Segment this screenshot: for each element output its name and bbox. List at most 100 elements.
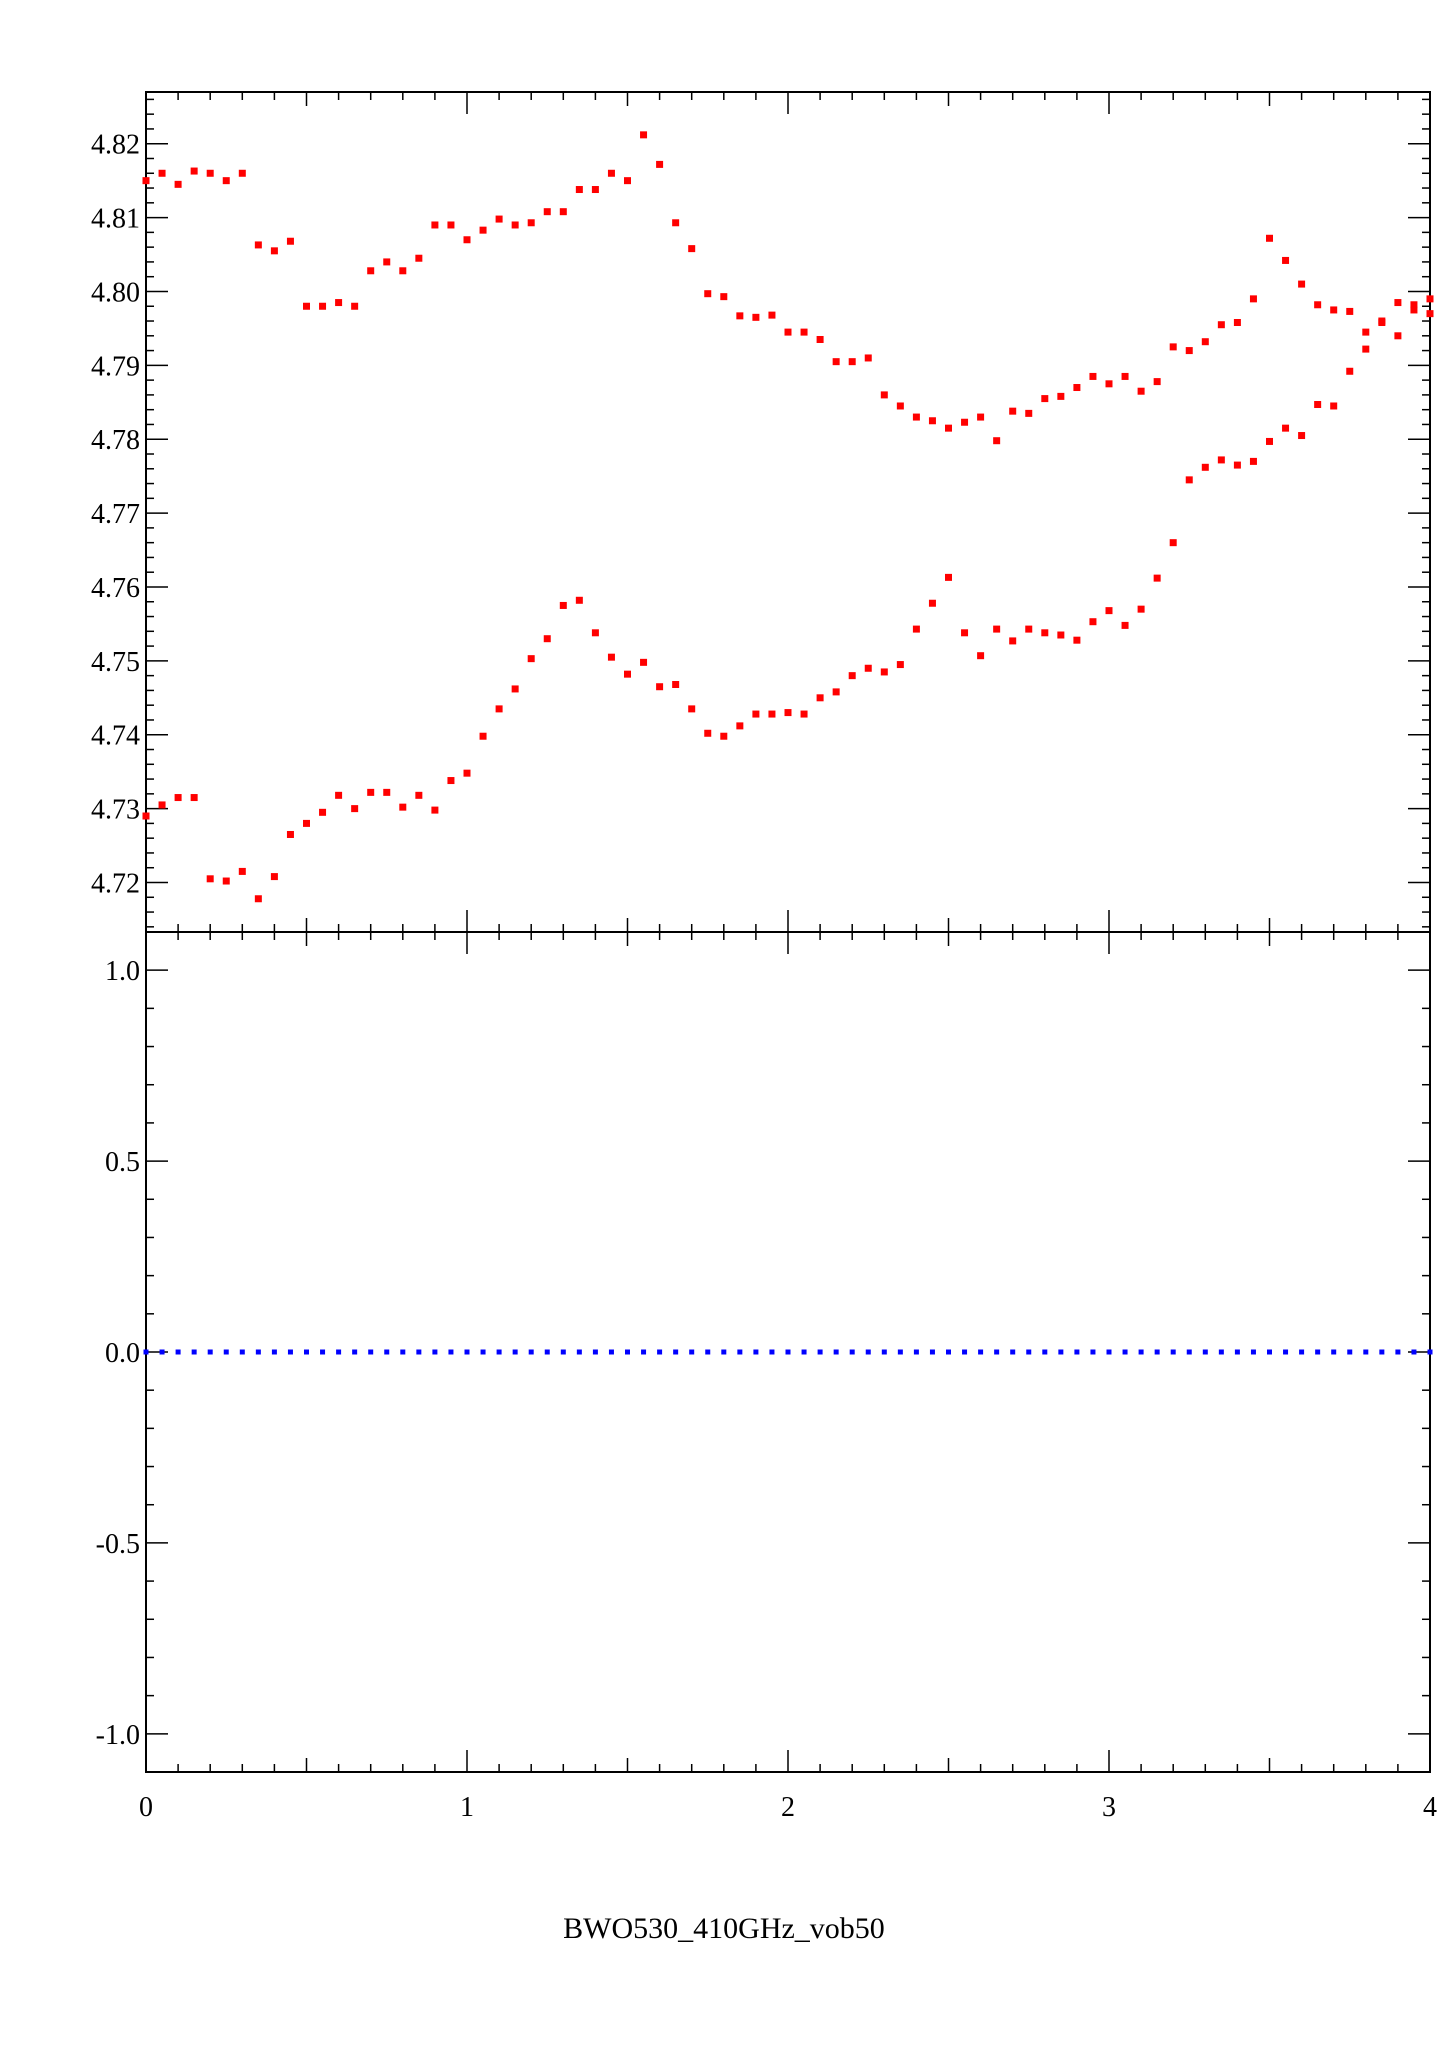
top-series-2-point [1249,457,1257,465]
top-series-1-point [1185,347,1193,355]
bottom-series-1-point [897,1349,903,1355]
top-series-1-point [1298,280,1306,288]
top-y-tick-label: 4.79 [91,351,140,382]
top-series-2-point [1057,631,1065,639]
top-series-2-point [447,777,455,785]
top-series-1-point [190,167,198,175]
top-series-2-point [1298,432,1306,440]
top-series-1-point [158,169,166,177]
top-series-2-point [1394,299,1402,307]
top-series-1-point [832,358,840,366]
top-series-2-point [415,791,423,799]
top-series-2-point [640,658,648,666]
top-series-1-point [1362,328,1370,336]
bottom-x-tick-label: 2 [781,1792,795,1823]
bottom-series-1-point [400,1349,406,1355]
top-series-2-point [1137,605,1145,613]
bottom-series-1-point [223,1349,229,1355]
top-series-1-point [174,180,182,188]
bottom-series-1-point [1042,1349,1048,1355]
top-series-2-point [720,732,728,740]
top-series-1-point [254,241,262,249]
bottom-x-tick-label: 4 [1423,1792,1437,1823]
top-y-tick-label: 4.78 [91,425,140,456]
top-series-1-point [415,254,423,262]
top-series-1-point [303,302,310,310]
top-series-1-point [624,177,631,185]
top-series-1-point [1233,319,1241,327]
top-series-2-point [479,732,487,740]
top-series-1-point [672,219,680,227]
top-series-2-point [238,867,246,875]
top-series-1-point [912,413,920,421]
bottom-y-tick-label: 0.0 [105,1338,140,1369]
top-series-2-point [1121,621,1129,629]
top-series-1-point [559,208,567,216]
bottom-series-1-point [1283,1349,1289,1355]
top-series-2-point [463,769,471,777]
bottom-series-1-point [384,1349,390,1355]
top-series-1-point [752,313,760,321]
top-series-1-point [928,417,936,425]
top-series-1-point [447,221,455,229]
top-series-1-point [1266,234,1273,242]
top-series-2-point [303,819,310,827]
top-series-2-point [335,791,343,799]
bottom-series-1-point [753,1349,759,1355]
top-series-1-point [591,186,599,194]
bottom-series-1-point [448,1349,454,1355]
top-series-1-point [1330,306,1338,314]
top-series-1-point [1073,384,1081,392]
bottom-series-1-point [737,1349,743,1355]
top-series-2-point [495,705,503,713]
top-series-2-point [945,573,952,581]
top-series-2-point [832,688,840,696]
bottom-series-1-point [1122,1349,1128,1355]
top-series-1-point [495,215,503,223]
top-series-2-point [993,625,1001,633]
top-series-2-point [254,895,262,903]
bottom-series-1-point [689,1349,695,1355]
top-y-tick-label: 4.80 [91,277,140,308]
bottom-panel: 1.0 0.5 0.0 -0.5 -1.0 0 1 2 3 4 [96,931,1437,1823]
top-series-2-point [880,668,888,676]
top-series-2-point [1282,424,1290,432]
top-series-1-point [1089,372,1097,380]
bottom-series-1-point [239,1349,245,1355]
top-series-1-point [222,177,230,185]
bottom-series-1-point [1026,1349,1032,1355]
top-series-2-point [1153,574,1161,582]
top-series-1-point [784,328,792,336]
top-panel: 4.72 4.73 4.74 4.75 4.76 4.77 4.78 4.79 4.80 4.81… [91,91,1434,933]
top-series-2-point [1330,402,1338,410]
bottom-series-1-point [320,1349,326,1355]
top-series-1-point [1410,306,1418,314]
top-series-1-point [543,208,551,216]
top-y-tick-label: 4.82 [91,130,140,161]
top-series-1-point [1169,343,1177,351]
bottom-series-1-point [592,1349,598,1355]
bottom-series-1-point [560,1349,566,1355]
bottom-series-1-point [881,1349,887,1355]
bottom-series-1-point [1186,1349,1192,1355]
top-series-2-point [383,788,391,796]
top-series-2-point [559,601,567,609]
top-series-1-point [656,160,664,168]
top-series-2-point [912,625,920,633]
bottom-series-1-point [1331,1349,1337,1355]
top-series-2-point [607,653,615,661]
top-series-1-point [1314,301,1322,309]
bottom-series-1-point [962,1349,968,1355]
top-series-2-point [752,710,760,718]
top-series-2-point [527,655,535,663]
bottom-series-1-point [528,1349,534,1355]
bottom-series-1-point [1170,1349,1176,1355]
top-series-1-point [607,169,615,177]
top-series-1-point [1009,407,1017,415]
top-series-2-point [1041,629,1049,637]
bottom-series-1-point [416,1349,422,1355]
bottom-series-1-point [849,1349,855,1355]
top-y-tick-label: 4.76 [91,573,140,604]
top-series-2-point [190,794,198,802]
bottom-series-1-point [913,1349,919,1355]
